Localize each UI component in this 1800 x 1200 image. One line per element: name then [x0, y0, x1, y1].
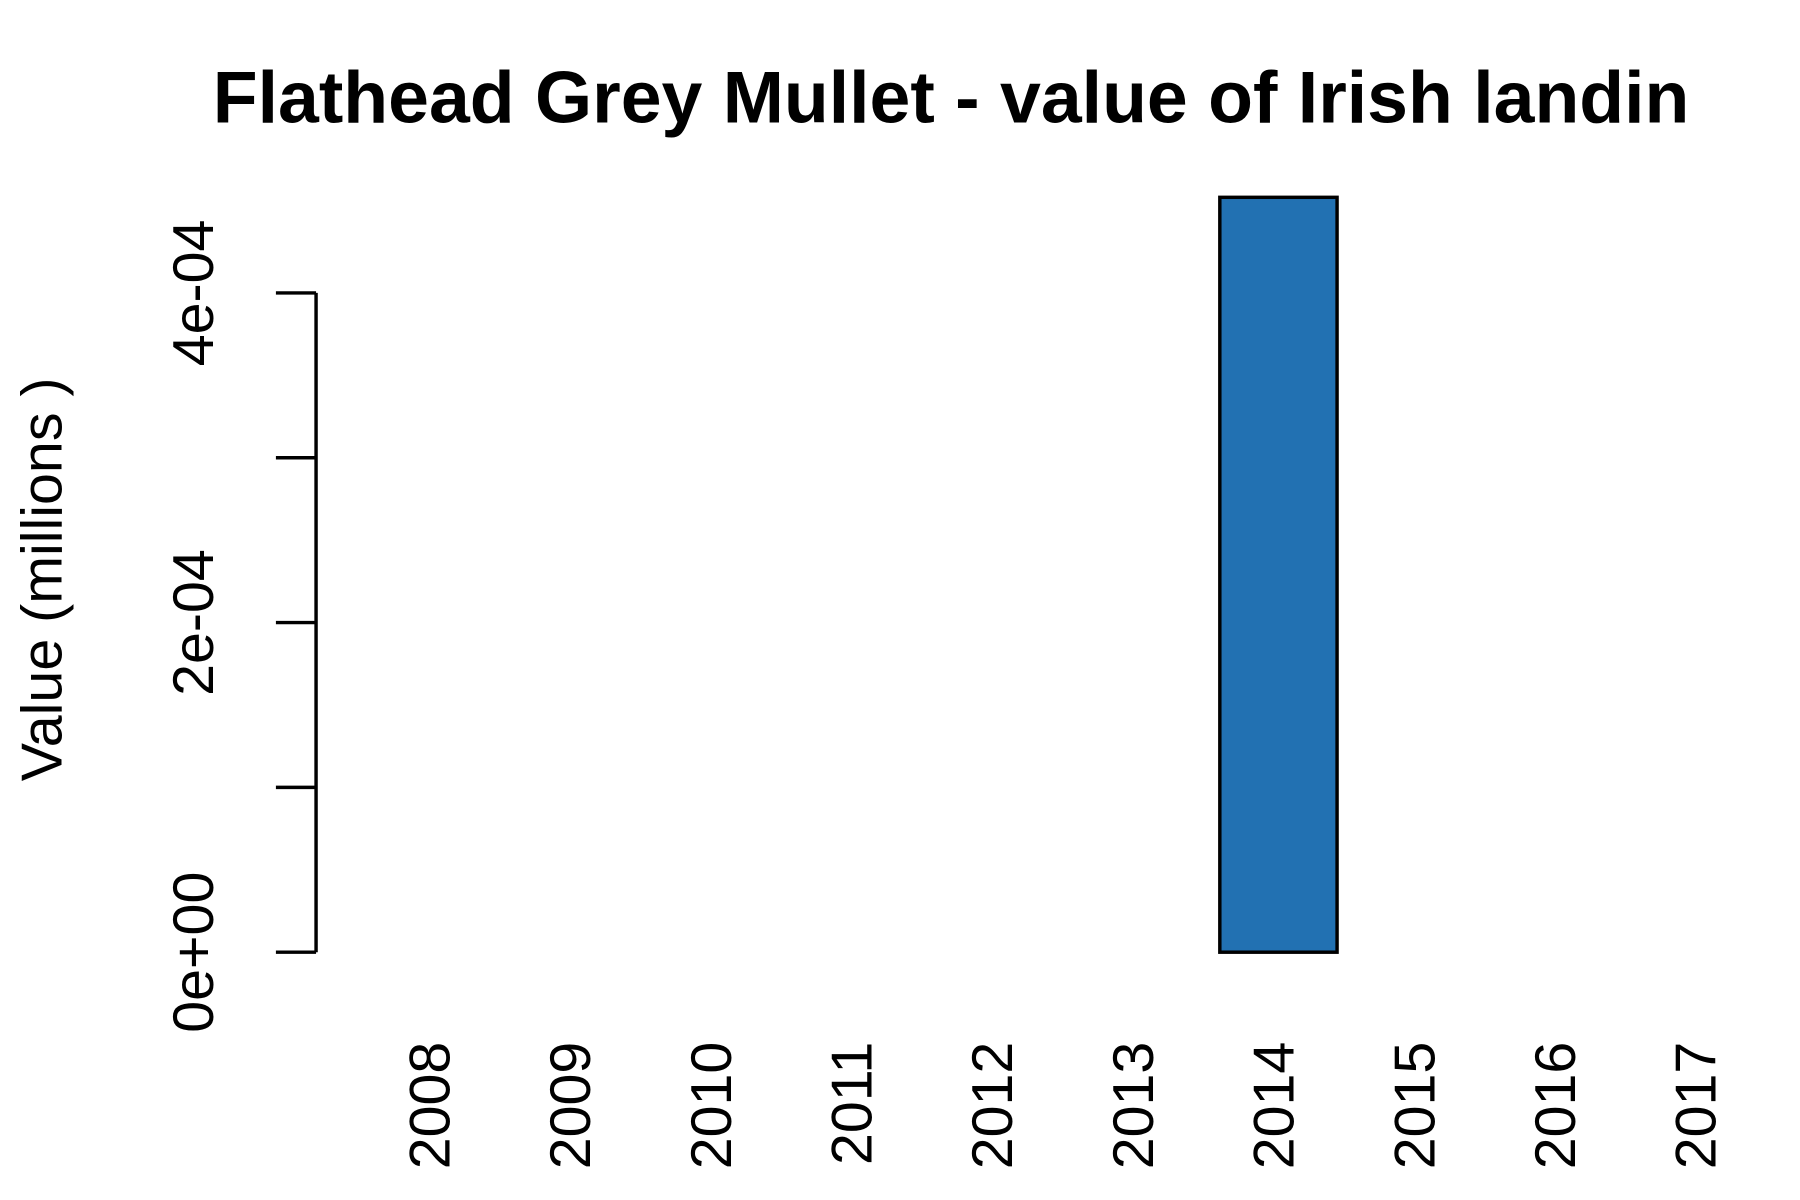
x-tick-label: 2011 — [821, 1042, 885, 1165]
x-tick-label: 2010 — [680, 1042, 744, 1170]
y-tick-label: 0e+00 — [162, 872, 226, 1033]
y-tick-label: 4e-04 — [162, 220, 226, 367]
x-tick-label: 2017 — [1665, 1042, 1729, 1170]
y-tick-label: 2e-04 — [162, 549, 226, 696]
x-tick-label: 2008 — [398, 1042, 462, 1170]
bar — [1218, 195, 1339, 954]
x-tick-label: 2014 — [1243, 1042, 1307, 1170]
chart-title: Flathead Grey Mullet - value of Irish la… — [213, 57, 1690, 139]
y-axis-label: Value (millions ) — [11, 377, 75, 781]
x-tick-label: 2012 — [961, 1042, 1025, 1170]
x-tick-label: 2013 — [1102, 1042, 1166, 1170]
x-tick-label: 2015 — [1383, 1042, 1447, 1170]
x-tick-label: 2016 — [1524, 1042, 1588, 1170]
x-tick-label: 2009 — [539, 1042, 603, 1170]
